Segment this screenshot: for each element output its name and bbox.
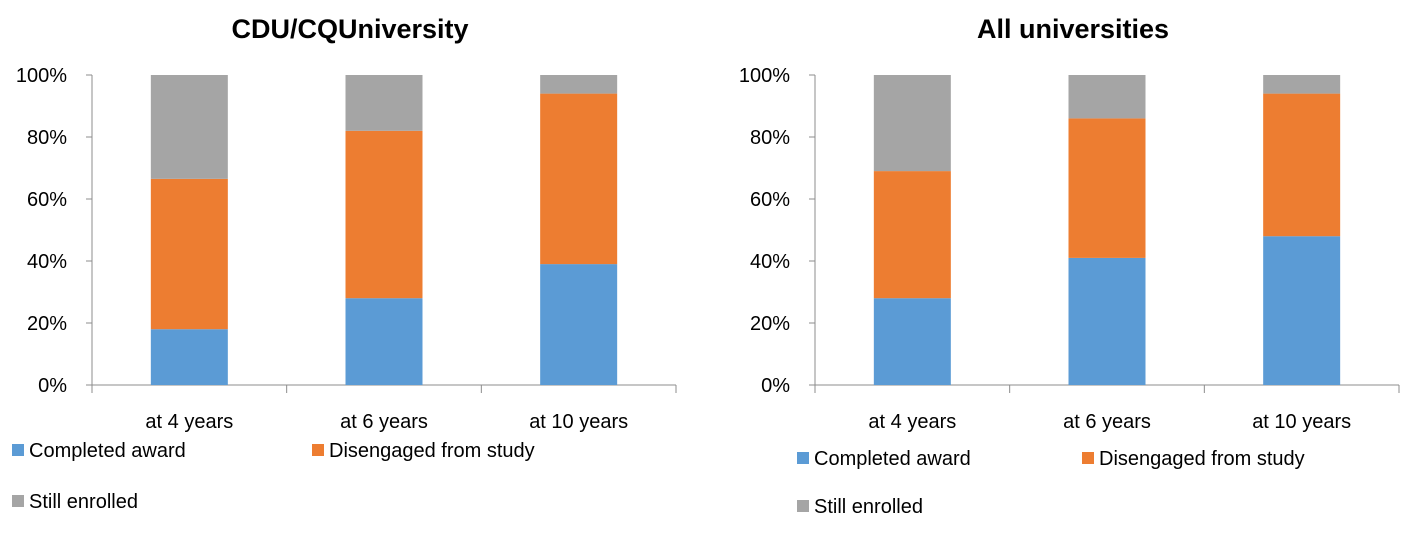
- y-tick-label: 20%: [750, 313, 790, 335]
- legend-label: Disengaged from study: [329, 440, 535, 462]
- y-tick-label: 40%: [750, 251, 790, 273]
- y-tick-label: 100%: [16, 65, 67, 87]
- y-tick-label: 100%: [739, 65, 790, 87]
- y-tick-label: 0%: [38, 375, 67, 397]
- legend-swatch: [1082, 452, 1094, 464]
- bar-completed-award-2: [345, 298, 423, 385]
- bar-still-enrolled-2: [1068, 75, 1146, 119]
- bar-completed-award-1: [150, 329, 228, 385]
- chart-1: CDU/CQUniversity 0% 20% 40% 60% 80% 100% at 4 y…: [12, 14, 677, 513]
- bar-completed-award-3: [540, 264, 618, 385]
- legend-swatch: [12, 495, 24, 507]
- legend-label: Completed award: [814, 448, 971, 470]
- legend-label: Still enrolled: [814, 496, 923, 518]
- bar-completed-award-3: [1263, 236, 1341, 385]
- legend-swatch: [797, 452, 809, 464]
- bar-still-enrolled-3: [1263, 75, 1341, 94]
- legend-label: Still enrolled: [29, 491, 138, 513]
- bar-still-enrolled-1: [150, 75, 228, 179]
- bar-still-enrolled-1: [873, 75, 951, 172]
- y-tick-label: 80%: [750, 127, 790, 149]
- chart-title: CDU/CQUniversity: [231, 14, 468, 44]
- x-category-label: at 6 years: [1063, 411, 1151, 433]
- y-tick-label: 60%: [27, 189, 67, 211]
- legend-swatch: [797, 500, 809, 512]
- x-category-label: at 10 years: [1252, 411, 1351, 433]
- y-tick-label: 40%: [27, 251, 67, 273]
- bar-still-enrolled-3: [540, 75, 618, 94]
- y-tick-label: 80%: [27, 127, 67, 149]
- bar-completed-award-1: [873, 298, 951, 385]
- legend-label: Completed award: [29, 440, 186, 462]
- legend-swatch: [12, 444, 24, 456]
- bar-disengaged-from-study-1: [150, 178, 228, 330]
- legend-label: Disengaged from study: [1099, 448, 1305, 470]
- chart-title: All universities: [977, 14, 1169, 44]
- y-tick-label: 20%: [27, 313, 67, 335]
- y-tick-label: 0%: [761, 375, 790, 397]
- bar-disengaged-from-study-2: [345, 130, 423, 299]
- bar-disengaged-from-study-2: [1068, 118, 1146, 258]
- chart-2: All universities 0% 20% 40% 60% 80% 100% at 4 y…: [739, 14, 1400, 518]
- x-category-label: at 4 years: [868, 411, 956, 433]
- bar-disengaged-from-study-3: [1263, 93, 1341, 237]
- bar-disengaged-from-study-3: [540, 93, 618, 265]
- bar-still-enrolled-2: [345, 75, 423, 131]
- bar-disengaged-from-study-1: [873, 171, 951, 299]
- x-category-label: at 10 years: [529, 411, 628, 433]
- x-category-label: at 4 years: [145, 411, 233, 433]
- bar-completed-award-2: [1068, 257, 1146, 385]
- x-category-label: at 6 years: [340, 411, 428, 433]
- y-tick-label: 60%: [750, 189, 790, 211]
- legend-swatch: [312, 444, 324, 456]
